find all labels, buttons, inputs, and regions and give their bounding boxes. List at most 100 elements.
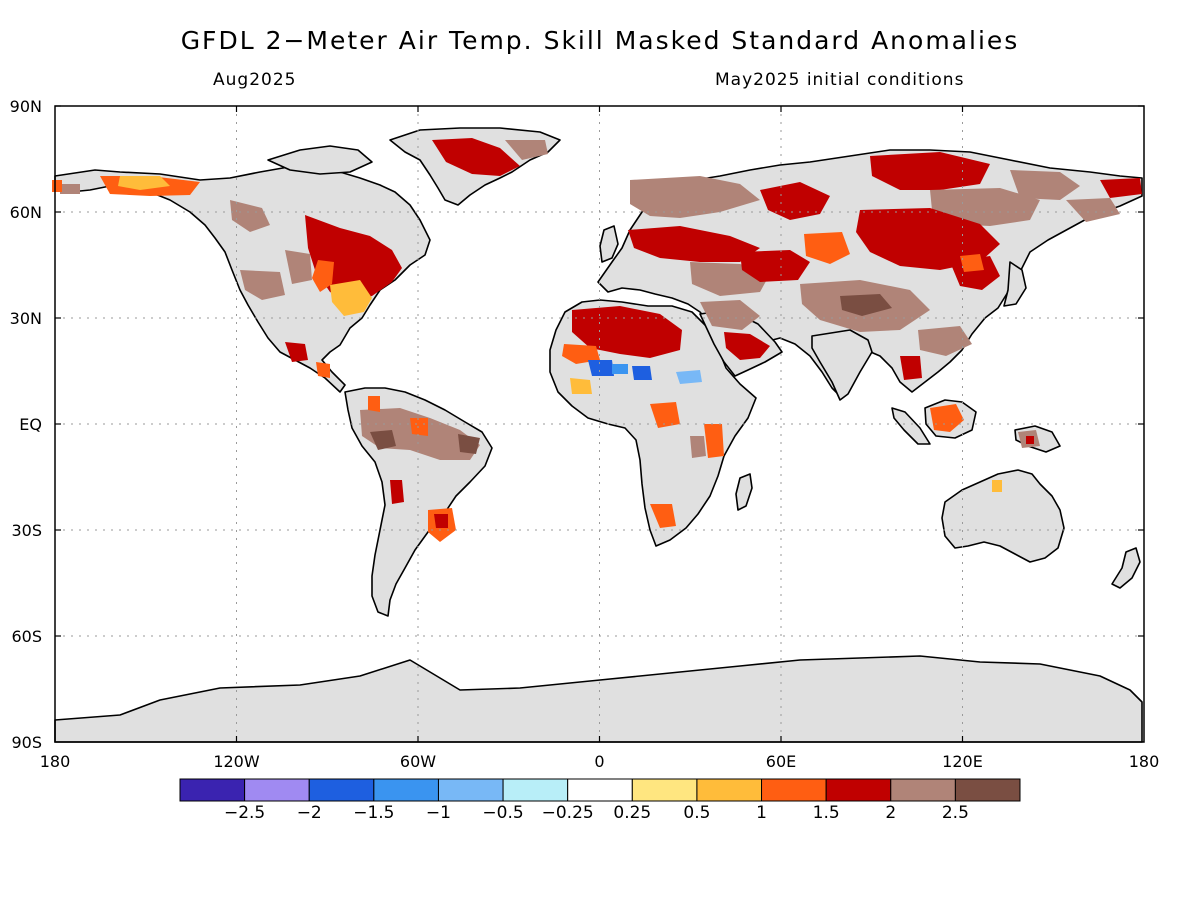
initial-conditions-label: May2025 initial conditions <box>715 70 965 90</box>
latitude-labels: 90N 60N 30N EQ 30S 60S 90S <box>10 97 42 752</box>
canadian-arctic-islands <box>267 145 373 175</box>
anomaly-patch <box>650 402 680 428</box>
anomaly-patch <box>570 378 592 394</box>
colorbar-swatch <box>890 778 956 802</box>
graticule <box>55 106 1144 742</box>
anomaly-patch <box>650 504 676 528</box>
longitude-labels: 180 120W 60W 0 60E 120E 180 <box>40 752 1160 771</box>
anomaly-patch <box>458 434 480 454</box>
anomaly-patch <box>312 260 334 292</box>
new-zealand <box>1111 547 1141 589</box>
anomaly-patch <box>368 396 380 412</box>
anomaly-patch <box>410 418 428 436</box>
anomaly-patch <box>840 294 892 316</box>
indian-subcontinent <box>811 329 873 401</box>
sumatra <box>891 407 931 445</box>
colorbar-swatch <box>696 778 763 802</box>
lat-label: 60S <box>11 627 42 646</box>
anomaly-patch <box>724 332 770 360</box>
anomaly-patch <box>690 436 706 458</box>
colorbar-label: 0.5 <box>683 803 710 823</box>
lat-label: 90S <box>11 733 42 752</box>
anomaly-patch <box>562 344 600 364</box>
anomaly-patch <box>930 404 964 432</box>
anomaly-patch <box>918 326 972 356</box>
anomaly-patch <box>1066 198 1120 222</box>
colorbar-label: −1 <box>426 803 451 823</box>
colorbar-swatch <box>761 778 827 802</box>
anomaly-patch <box>992 480 1002 492</box>
australia <box>941 469 1065 563</box>
valid-month-label: Aug2025 <box>213 70 297 90</box>
anomaly-patch <box>804 232 850 264</box>
lon-label: 180 <box>40 752 71 771</box>
antarctica <box>54 655 1143 743</box>
anomaly-patch <box>676 370 702 384</box>
lat-label: 30S <box>11 521 42 540</box>
colorbar <box>179 778 1021 802</box>
anomaly-patch <box>740 250 810 282</box>
colorbar-swatch <box>825 778 892 802</box>
anomaly-patch <box>60 184 80 194</box>
anomaly-patch <box>432 138 520 176</box>
colorbar-label: −0.5 <box>482 803 523 823</box>
colorbar-label: 2 <box>885 803 896 823</box>
anomaly-patch <box>960 254 984 272</box>
anomaly-patch <box>390 480 404 504</box>
madagascar <box>735 473 753 511</box>
anomaly-patch <box>1100 178 1142 198</box>
anomaly-patch <box>330 280 372 316</box>
anomaly-patch <box>316 362 330 378</box>
anomaly-patch <box>628 226 760 262</box>
lon-label: 120E <box>942 752 983 771</box>
japan <box>1003 261 1027 307</box>
anomaly-patch <box>612 364 628 374</box>
anomaly-patch <box>370 430 396 450</box>
lat-label: 90N <box>10 97 42 116</box>
colorbar-label: −2 <box>297 803 322 823</box>
colorbar-swatch <box>244 778 310 802</box>
anomaly-patch <box>930 188 1040 226</box>
map-title: GFDL 2−Meter Air Temp. Skill Masked Stan… <box>180 26 1020 55</box>
anomaly-patch <box>52 180 62 192</box>
anomaly-patch <box>630 176 760 218</box>
colorbar-swatch <box>437 778 504 802</box>
colorbar-swatch <box>631 778 698 802</box>
anomaly-patch <box>900 356 922 380</box>
lon-label: 0 <box>594 752 604 771</box>
colorbar-swatch <box>567 778 633 802</box>
anomaly-patch <box>870 152 990 190</box>
colorbar-label: 1 <box>756 803 767 823</box>
lat-label: EQ <box>19 415 42 434</box>
lon-label: 60W <box>400 752 436 771</box>
colorbar-swatch <box>308 778 375 802</box>
anomaly-patch <box>856 208 1000 270</box>
anomaly-patch <box>505 140 548 160</box>
anomaly-patch <box>1010 170 1080 200</box>
anomaly-patch <box>700 300 760 330</box>
colorbar-label: −1.5 <box>353 803 394 823</box>
colorbar-label: 0.25 <box>613 803 651 823</box>
colorbar-swatch <box>179 778 246 802</box>
great-britain <box>599 225 619 263</box>
colorbar-label: 2.5 <box>942 803 969 823</box>
colorbar-labels: −2.5 −2 −1.5 −1 −0.5 −0.25 0.25 0.5 1 1.5 2 2.5 <box>224 803 969 823</box>
anomaly-patch <box>240 270 285 300</box>
anomaly-patch <box>230 200 270 232</box>
anomaly-patch <box>704 424 724 458</box>
lon-label: 60E <box>766 752 796 771</box>
lat-label: 60N <box>10 203 42 222</box>
colorbar-label: −0.25 <box>542 803 594 823</box>
colorbar-swatch <box>373 778 439 802</box>
colorbar-swatch <box>502 778 569 802</box>
axis-ticks <box>55 105 1144 742</box>
anomaly-shading <box>52 138 1142 542</box>
colorbar-swatch <box>954 778 1021 802</box>
anomaly-patch <box>434 514 448 528</box>
lon-label: 180 <box>1129 752 1160 771</box>
lat-label: 30N <box>10 309 42 328</box>
anomaly-patch <box>118 176 170 190</box>
lon-label: 120W <box>213 752 260 771</box>
anomaly-patch <box>572 306 682 358</box>
